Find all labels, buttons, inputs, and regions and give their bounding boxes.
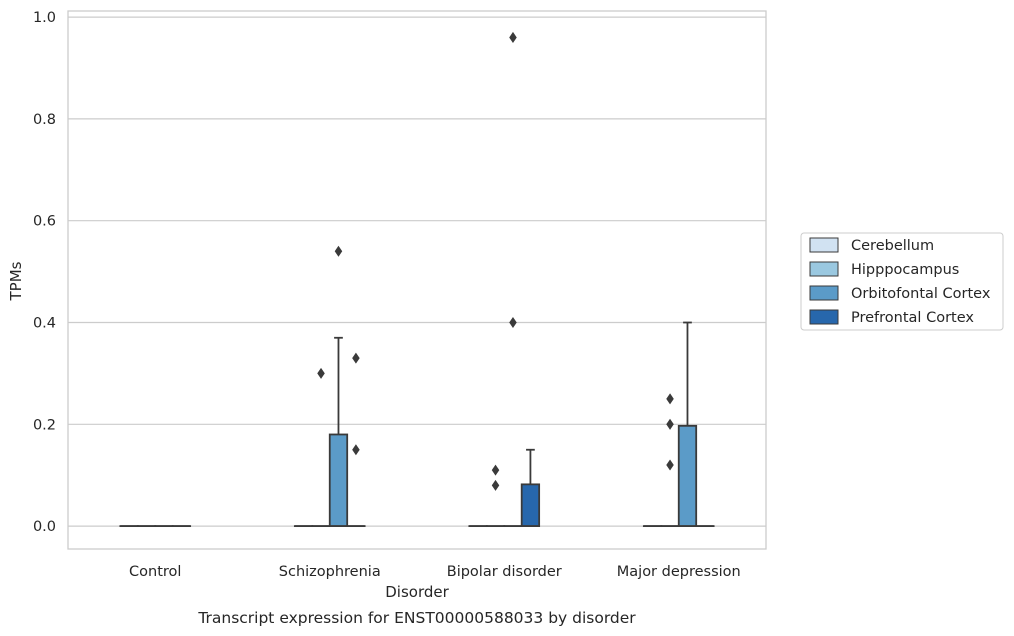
- box-series: [119, 31, 715, 528]
- y-tick-label: 0.8: [33, 112, 56, 128]
- chart-caption: Transcript expression for ENST0000058803…: [197, 609, 636, 627]
- x-tick-label: Control: [129, 564, 181, 580]
- x-axis-ticks: Control Schizophrenia Bipolar disorder Majo…: [129, 564, 741, 580]
- outlier-point: [352, 444, 360, 456]
- legend-label: Prefrontal Cortex: [851, 310, 974, 326]
- y-tick-label: 0.0: [33, 519, 56, 535]
- outlier-point: [509, 31, 517, 44]
- legend-item-prefrontal-cortex: Prefrontal Cortex: [809, 309, 974, 326]
- x-tick-label: Bipolar disorder: [447, 564, 562, 580]
- box-prefrontal-cortex-schizophrenia: [346, 352, 366, 528]
- legend-swatch: [809, 285, 839, 301]
- box-body: [520, 483, 541, 527]
- y-tick-label: 0.4: [33, 316, 56, 332]
- box-prefrontal-cortex-bipolar-disorder: [520, 448, 541, 527]
- x-tick-label: Schizophrenia: [279, 564, 381, 580]
- legend-item-hipppocampus: Hipppocampus: [809, 261, 959, 278]
- x-axis-label: Disorder: [385, 583, 449, 601]
- outlier-point: [352, 352, 360, 364]
- box-orbitofontal-cortex-schizophrenia: [328, 245, 349, 527]
- box-hipppocampus-major-depression: [660, 393, 680, 528]
- legend-frame: [800, 232, 1004, 331]
- y-axis-ticks: 0.0 0.2 0.4 0.6 0.8 1.0: [33, 10, 56, 535]
- outlier-point: [666, 418, 674, 430]
- outlier-point: [666, 393, 674, 405]
- box-body: [677, 424, 698, 527]
- y-tick-label: 1.0: [33, 10, 56, 26]
- legend-label: Cerebellum: [851, 238, 934, 254]
- y-tick-label: 0.2: [33, 417, 56, 433]
- outlier-point: [509, 316, 517, 329]
- legend-swatch: [809, 237, 839, 253]
- box-orbitofontal-cortex-major-depression: [677, 321, 698, 527]
- legend: Cerebellum Hipppocampus Orbitofontal Corte…: [800, 232, 1004, 331]
- y-tick-label: 0.6: [33, 214, 56, 230]
- outlier-point: [491, 479, 500, 491]
- plot-area-frame: [67, 10, 767, 550]
- legend-swatch: [809, 309, 839, 325]
- legend-item-orbitofontal-cortex: Orbitofontal Cortex: [809, 285, 991, 302]
- box-hipppocampus-bipolar-disorder: [485, 464, 506, 528]
- outlier-point: [491, 464, 500, 476]
- outlier-point: [334, 245, 343, 257]
- y-axis-label: TPMs: [7, 261, 25, 301]
- box-hipppocampus-schizophrenia: [311, 367, 331, 528]
- legend-item-cerebellum: Cerebellum: [809, 237, 934, 254]
- box-body: [328, 433, 349, 527]
- grid-lines: [68, 16, 766, 527]
- outlier-point: [666, 459, 674, 471]
- x-tick-label: Major depression: [617, 564, 741, 580]
- legend-label: Hipppocampus: [851, 262, 959, 278]
- legend-label: Orbitofontal Cortex: [851, 286, 991, 302]
- outlier-point: [317, 367, 325, 379]
- box-orbitofontal-cortex-bipolar-disorder: [503, 31, 523, 528]
- legend-swatch: [809, 261, 839, 277]
